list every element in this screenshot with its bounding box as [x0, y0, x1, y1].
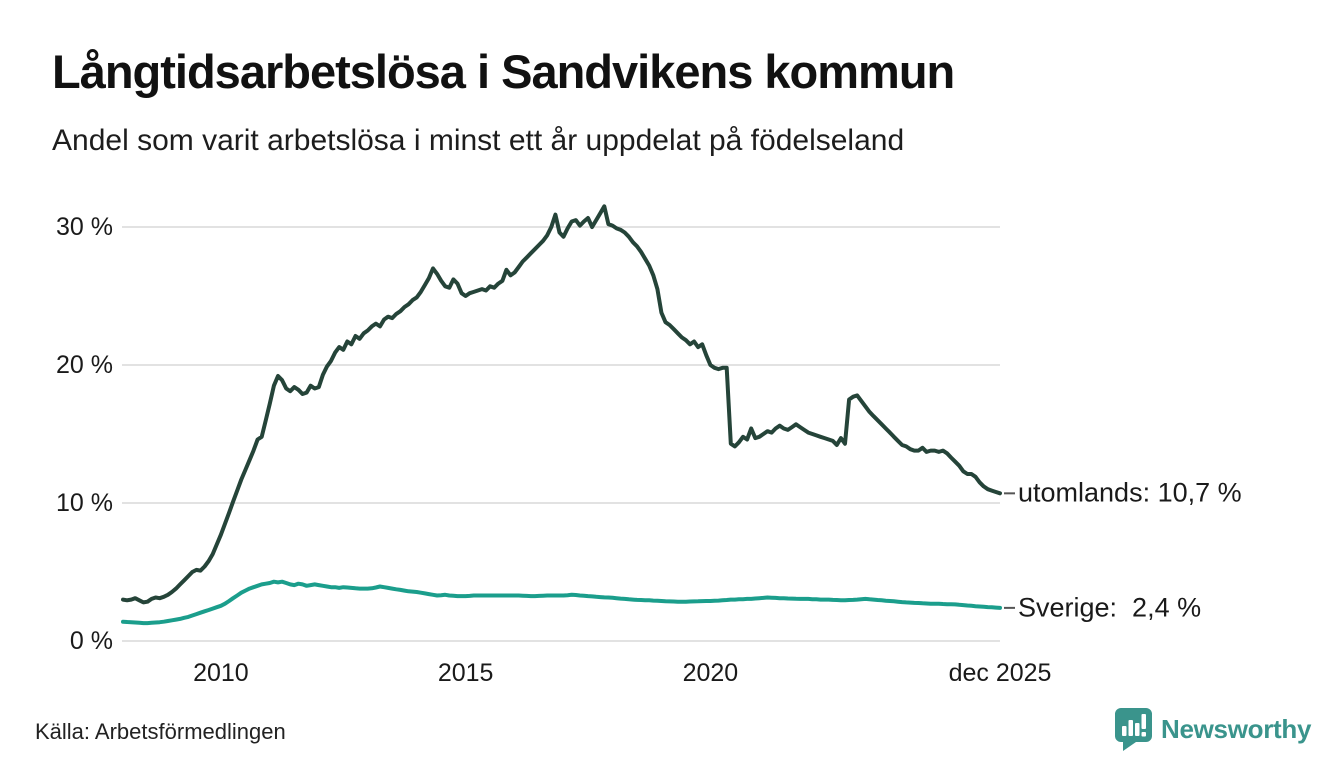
y-tick-label: 10 % [56, 489, 113, 517]
y-tick-label: 30 % [56, 213, 113, 241]
series-line-utomlands [121, 204, 1002, 605]
y-tick-label: 20 % [56, 351, 113, 379]
page-title: Långtidsarbetslösa i Sandvikens kommun [52, 45, 955, 98]
x-tick-label: 2010 [193, 659, 249, 687]
x-tick-label: dec 2025 [948, 659, 1052, 687]
series-line-Sverige [121, 579, 1002, 626]
newsworthy-logo: Newsworthy [1115, 708, 1311, 751]
bar-chart-badge-icon [1115, 708, 1152, 751]
newsworthy-wordmark: Newsworthy [1161, 714, 1312, 744]
x-tick-label: 2020 [682, 659, 739, 687]
series-end-label-Sverige: Sverige: 2,4 % [1018, 592, 1202, 623]
x-tick-label: 2015 [437, 659, 494, 687]
y-tick-label: 0 % [69, 627, 113, 655]
page-subtitle: Andel som varit arbetslösa i minst ett å… [52, 124, 905, 157]
series-end-label-utomlands: utomlands: 10,7 % [1018, 477, 1242, 508]
source-note: Källa: Arbetsförmedlingen [35, 719, 286, 744]
